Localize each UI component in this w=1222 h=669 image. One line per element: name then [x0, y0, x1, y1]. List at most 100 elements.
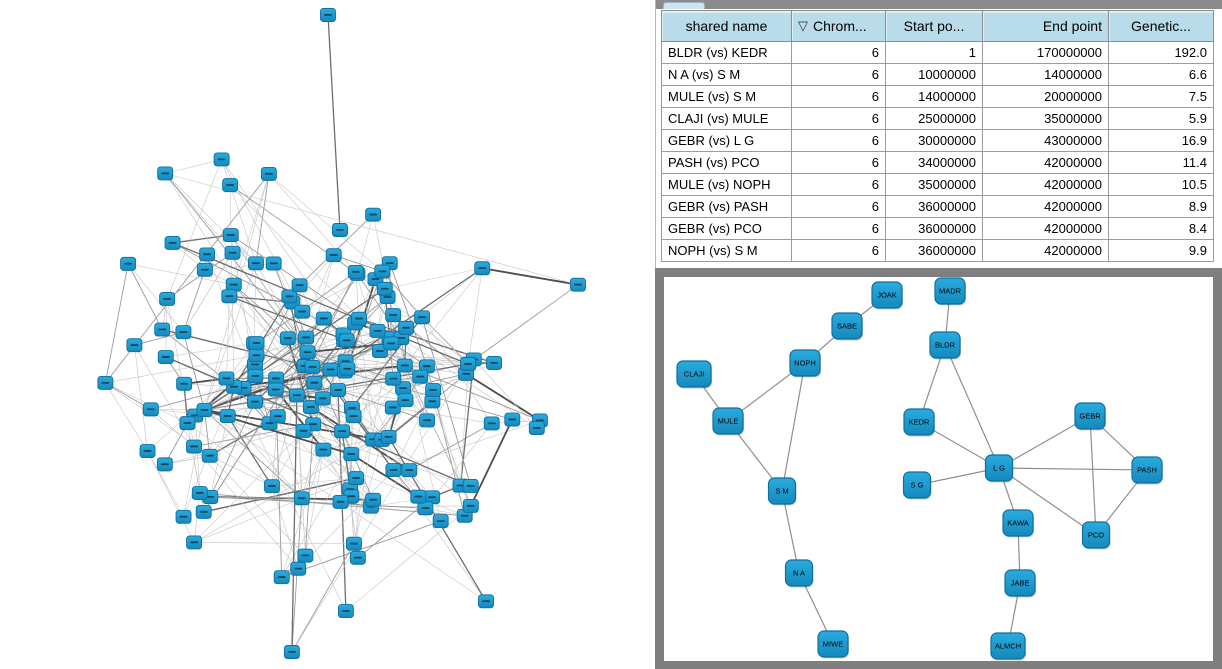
network-node[interactable]	[247, 369, 264, 383]
network-node[interactable]	[297, 548, 314, 563]
network-node[interactable]	[385, 463, 402, 478]
table-cell[interactable]: 6	[791, 129, 886, 152]
network-node[interactable]	[279, 331, 296, 346]
table-row[interactable]: CLAJI (vs) MULE 6 25000000 35000000 5.9	[661, 107, 1214, 130]
subnetwork-canvas-area[interactable]: JOAK MADR SABE BLDR NOPH CLAJI KEDR GEBR MULE L G…	[664, 277, 1213, 661]
table-cell[interactable]: 5.9	[1108, 107, 1214, 130]
network-node[interactable]	[306, 375, 323, 390]
network-node[interactable]	[283, 645, 300, 659]
network-node[interactable]	[295, 423, 312, 438]
table-cell[interactable]: 170000000	[982, 41, 1109, 64]
network-node[interactable]	[365, 207, 382, 222]
column-header-shared-name[interactable]: shared name	[661, 10, 792, 42]
table-cell[interactable]: 6.6	[1108, 63, 1214, 86]
network-node[interactable]	[186, 535, 203, 550]
network-node[interactable]	[412, 369, 429, 384]
network-node[interactable]	[417, 501, 434, 516]
network-node[interactable]	[201, 448, 218, 463]
network-node[interactable]	[213, 152, 230, 167]
network-node[interactable]	[294, 304, 311, 319]
table-cell[interactable]: 36000000	[885, 239, 983, 262]
network-node[interactable]	[322, 362, 339, 377]
column-header-genetic[interactable]: Genetic...	[1108, 10, 1214, 42]
network-node[interactable]	[299, 345, 316, 360]
network-node[interactable]	[383, 336, 400, 351]
network-node[interactable]	[401, 463, 418, 478]
table-cell[interactable]: 34000000	[885, 151, 983, 174]
table-cell[interactable]: 6	[791, 217, 886, 240]
network-node[interactable]	[385, 371, 402, 386]
table-cell[interactable]: 42000000	[982, 239, 1109, 262]
table-cell[interactable]: 14000000	[982, 63, 1109, 86]
network-node[interactable]	[97, 376, 114, 390]
network-node-mule[interactable]: MULE	[712, 407, 744, 436]
network-node[interactable]	[504, 412, 521, 427]
network-node[interactable]	[528, 421, 545, 436]
network-node[interactable]	[159, 292, 176, 306]
network-node[interactable]	[264, 479, 280, 494]
network-node[interactable]	[570, 277, 586, 292]
network-node[interactable]	[273, 570, 290, 585]
network-node[interactable]	[425, 383, 442, 398]
network-node[interactable]	[345, 409, 362, 424]
network-node[interactable]	[269, 409, 286, 424]
network-node[interactable]	[304, 360, 321, 374]
network-node[interactable]	[385, 308, 402, 323]
network-node[interactable]	[384, 400, 401, 415]
network-node[interactable]	[462, 498, 479, 513]
table-cell[interactable]: 42000000	[982, 195, 1109, 218]
network-node[interactable]	[330, 383, 346, 398]
table-cell[interactable]: 25000000	[885, 107, 983, 130]
table-cell[interactable]: 192.0	[1108, 41, 1214, 64]
network-node-miwe[interactable]: MIWE	[817, 630, 849, 659]
network-node[interactable]	[247, 394, 263, 409]
network-edge[interactable]	[781, 362, 806, 492]
network-edge[interactable]	[944, 344, 1000, 469]
network-node[interactable]	[288, 388, 305, 403]
table-row[interactable]: GEBR (vs) PCO 6 36000000 42000000 8.4	[661, 217, 1214, 240]
network-node[interactable]	[224, 245, 241, 260]
network-node-l-g[interactable]: L G	[984, 454, 1014, 483]
network-node[interactable]	[398, 320, 415, 335]
table-cell[interactable]: CLAJI (vs) MULE	[661, 107, 792, 130]
network-node[interactable]	[175, 325, 192, 340]
network-node[interactable]	[376, 281, 393, 296]
network-node-noph[interactable]: NOPH	[789, 349, 821, 378]
network-node[interactable]	[325, 248, 342, 263]
network-node-jabe[interactable]: JABE	[1004, 569, 1036, 598]
table-row[interactable]: GEBR (vs) L G 6 30000000 43000000 16.9	[661, 129, 1214, 152]
network-node[interactable]	[164, 235, 181, 250]
table-cell[interactable]: 8.4	[1108, 217, 1214, 240]
column-header-chrom[interactable]: ▽ Chrom...	[791, 10, 886, 42]
network-node[interactable]	[348, 471, 365, 486]
network-node[interactable]	[157, 166, 174, 181]
table-cell[interactable]: BLDR (vs) KEDR	[661, 41, 792, 64]
network-node[interactable]	[396, 358, 413, 373]
network-node[interactable]	[380, 429, 397, 444]
network-node[interactable]	[365, 492, 382, 507]
network-node[interactable]	[265, 256, 282, 271]
network-node[interactable]	[298, 330, 315, 345]
network-node-gebr[interactable]: GEBR	[1074, 402, 1106, 431]
network-node[interactable]	[397, 393, 414, 408]
network-node[interactable]	[332, 223, 348, 237]
network-node[interactable]	[218, 371, 235, 386]
network-node[interactable]	[347, 264, 364, 279]
network-node[interactable]	[222, 228, 239, 242]
network-node[interactable]	[315, 442, 332, 457]
subnetwork-canvas[interactable]: JOAK MADR SABE BLDR NOPH CLAJI KEDR GEBR MULE L G…	[664, 277, 1213, 661]
network-node[interactable]	[195, 504, 212, 519]
network-node-kedr[interactable]: KEDR	[903, 408, 935, 437]
network-node[interactable]	[139, 444, 156, 458]
network-node[interactable]	[196, 262, 213, 277]
table-row[interactable]: NOPH (vs) S M 6 36000000 42000000 9.9	[661, 239, 1214, 262]
network-node[interactable]	[142, 402, 159, 417]
network-node[interactable]	[186, 439, 202, 454]
network-node-n-a[interactable]: N A	[784, 559, 814, 588]
network-node[interactable]	[337, 604, 354, 619]
network-node[interactable]	[338, 333, 355, 348]
filter-icon[interactable]: ▽	[798, 17, 808, 33]
network-node[interactable]	[346, 536, 362, 551]
network-node[interactable]	[462, 479, 479, 493]
network-node-kawa[interactable]: KAWA	[1002, 509, 1034, 538]
